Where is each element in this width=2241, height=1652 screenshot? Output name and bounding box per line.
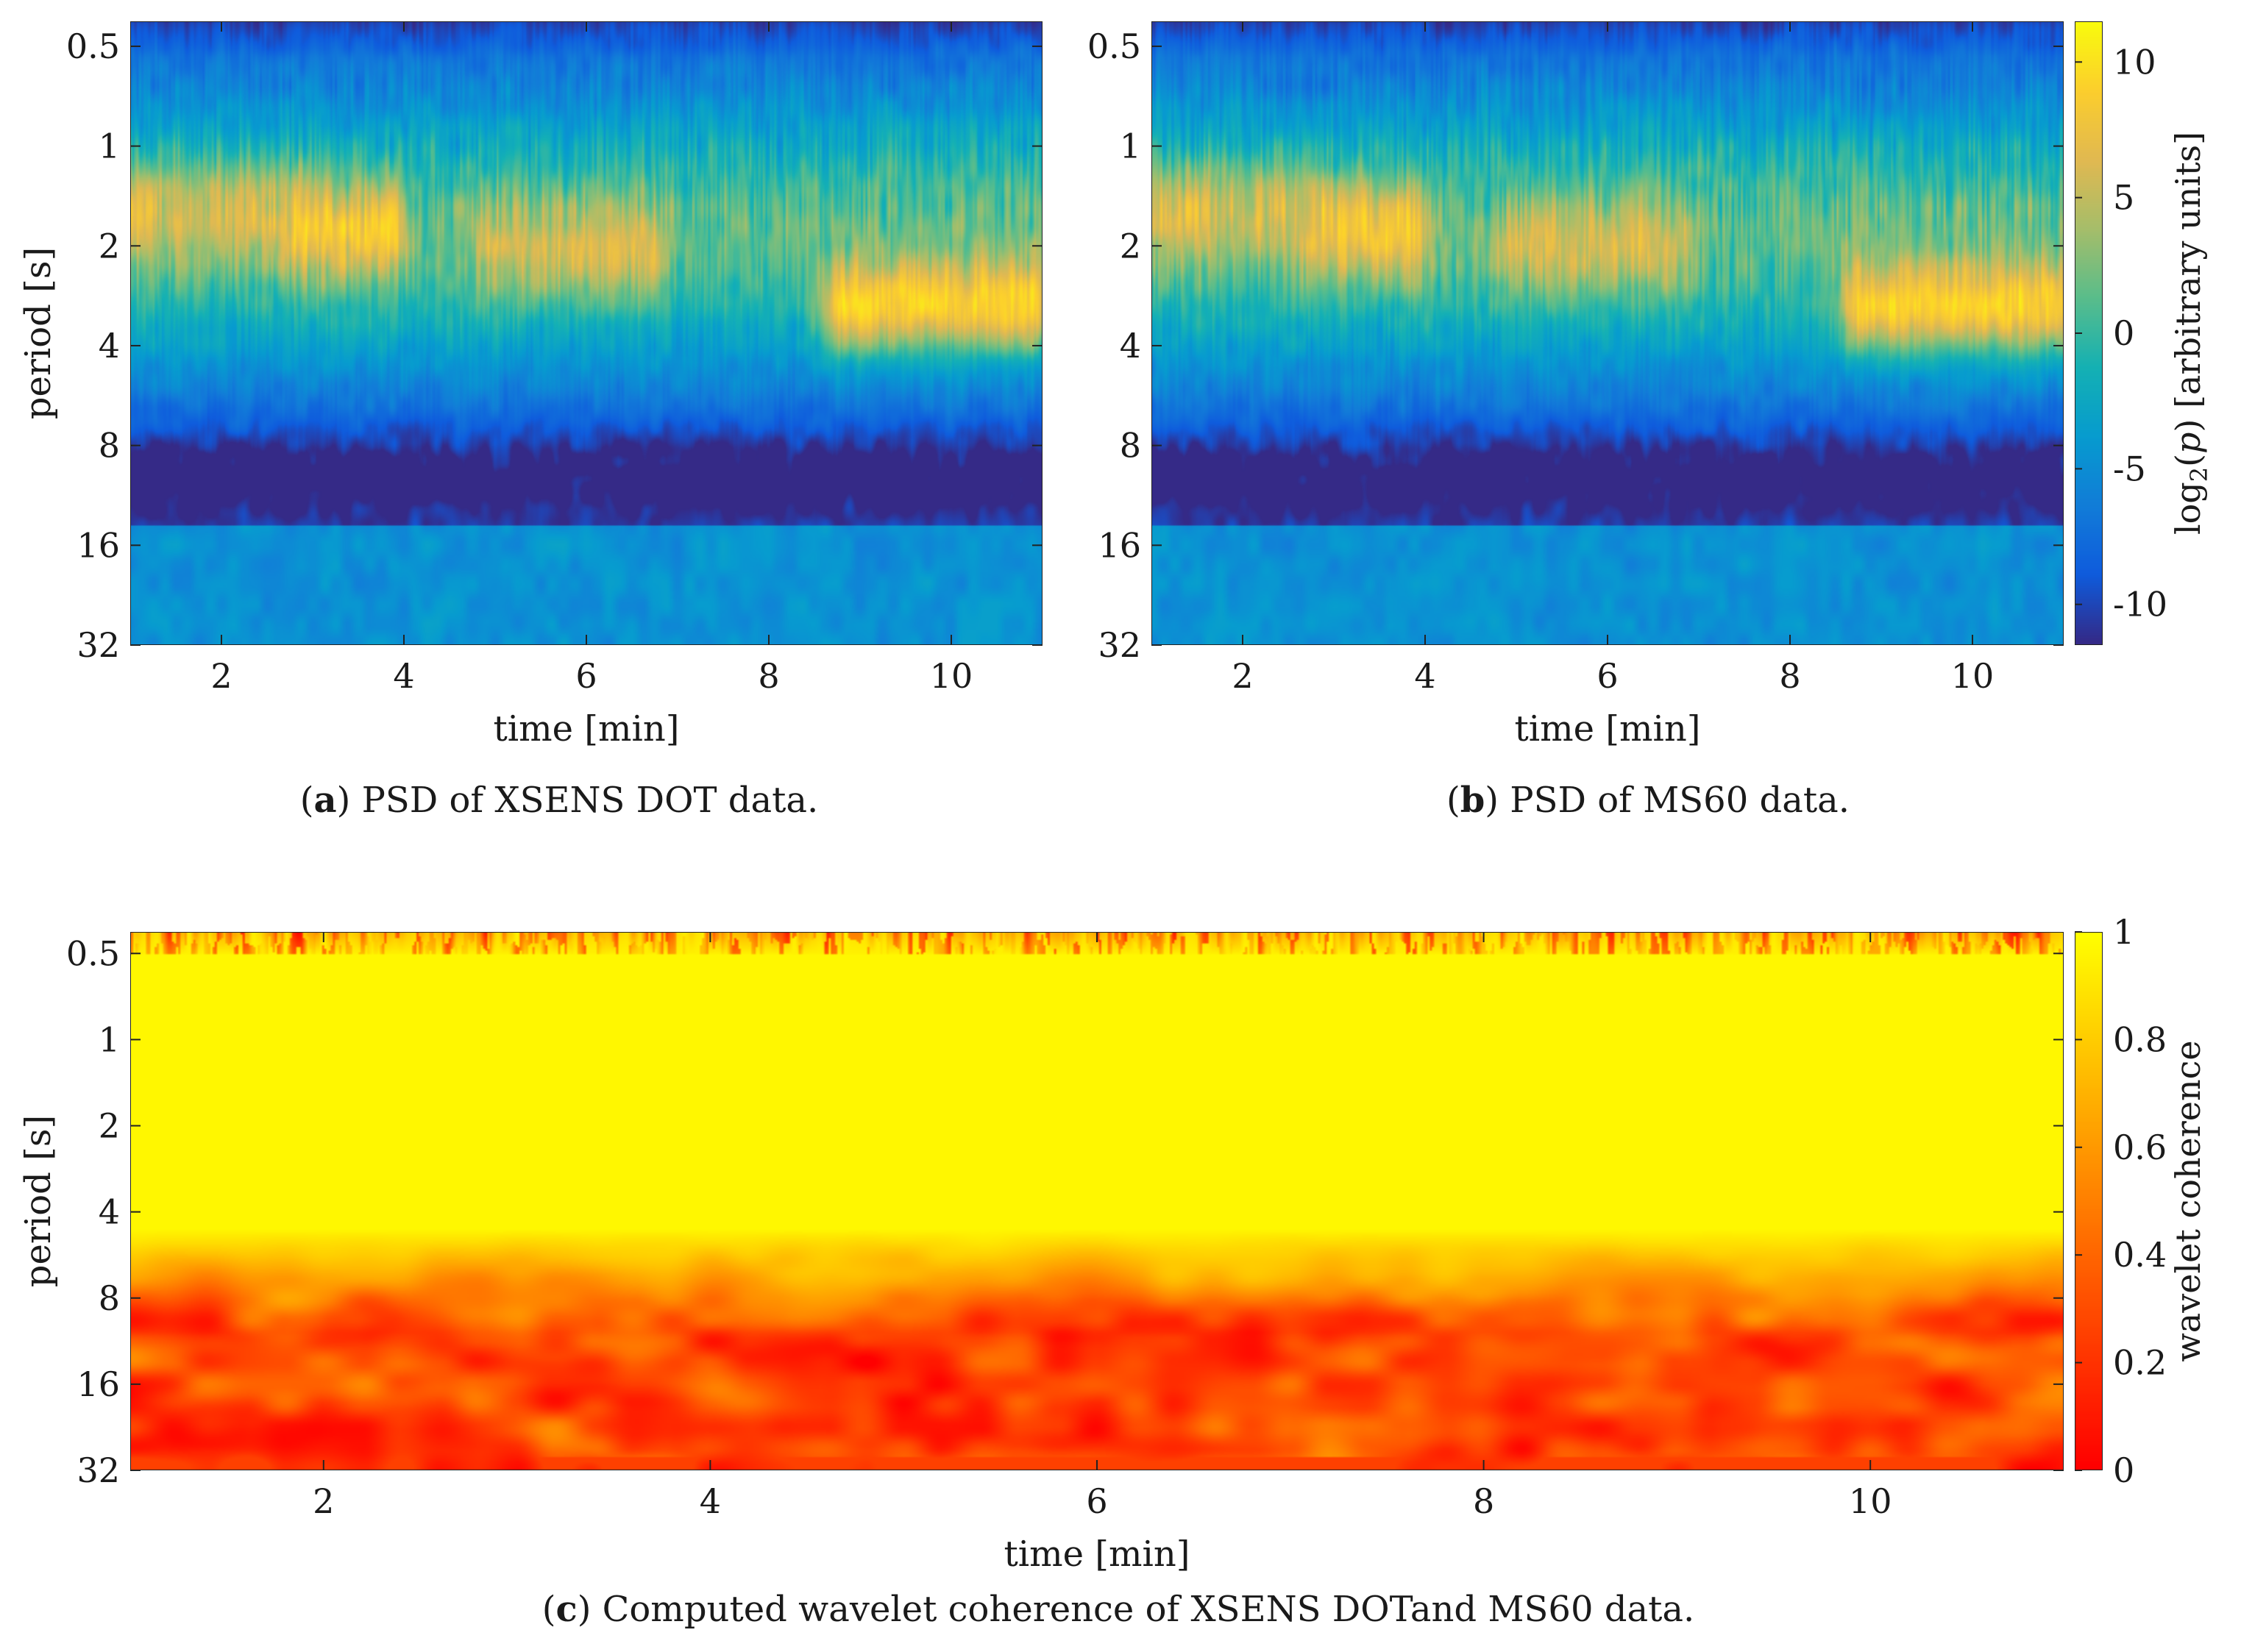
y-tick-label: 4 <box>99 1192 120 1232</box>
heatmap-psd-xsens <box>130 21 1043 645</box>
heatmap-psd-ms60 <box>1151 21 2064 645</box>
x-tick-label: 10 <box>1951 656 1995 696</box>
y-tick-label: 1 <box>1120 127 1141 166</box>
y-tick-label: 1 <box>99 127 120 166</box>
y-tick-label: 8 <box>1120 426 1141 466</box>
y-tick-label: 16 <box>77 1364 120 1404</box>
y-tick-label: 8 <box>99 426 120 466</box>
y-tick-label: 1 <box>99 1019 120 1059</box>
colorbar-tick-label: -10 <box>2113 585 2167 624</box>
y-tick-label: 16 <box>1098 525 1141 565</box>
x-tick-label: 4 <box>1414 656 1435 696</box>
colorbar-coherence <box>2075 932 2103 1470</box>
x-axis-label: time [min] <box>1004 1534 1190 1575</box>
heatmap-wavelet-coherence <box>130 932 2064 1470</box>
y-axis-label: period [s] <box>18 247 59 419</box>
y-tick-label: 32 <box>77 625 120 665</box>
x-axis-label: time [min] <box>1514 708 1700 750</box>
colorbar-tick-label: 0 <box>2113 1450 2134 1490</box>
caption-b: (b) PSD of MS60 data. <box>1446 780 1850 821</box>
colorbar-tick-label: 0.4 <box>2113 1235 2167 1275</box>
y-axis-label: period [s] <box>18 1115 59 1287</box>
colorbar-tick-label: 0 <box>2113 313 2134 353</box>
x-tick-label: 2 <box>1232 656 1253 696</box>
x-tick-label: 6 <box>575 656 597 696</box>
y-tick-label: 0.5 <box>66 933 120 973</box>
y-tick-label: 8 <box>99 1278 120 1318</box>
colorbar-tick-label: 0.2 <box>2113 1343 2167 1383</box>
caption-a: (a) PSD of XSENS DOT data. <box>299 780 819 821</box>
colorbar-tick-label: 1 <box>2113 912 2134 952</box>
y-tick-label: 4 <box>1120 326 1141 366</box>
x-tick-label: 4 <box>700 1481 721 1521</box>
y-tick-label: 0.5 <box>1087 26 1141 66</box>
colorbar-psd <box>2075 21 2103 645</box>
x-tick-label: 6 <box>1597 656 1618 696</box>
caption-c: (c) Computed wavelet coherence of XSENS … <box>541 1589 1695 1630</box>
x-tick-label: 8 <box>758 656 779 696</box>
colorbar-tick-label: 0.6 <box>2113 1128 2167 1167</box>
y-tick-label: 2 <box>1120 226 1141 266</box>
x-tick-label: 10 <box>930 656 973 696</box>
colorbar-tick-label: 5 <box>2113 178 2134 218</box>
x-tick-label: 8 <box>1473 1481 1494 1521</box>
y-tick-label: 2 <box>99 1106 120 1146</box>
colorbar-tick-label: 10 <box>2113 42 2156 82</box>
colorbar-tick-label: -5 <box>2113 449 2146 488</box>
x-tick-label: 10 <box>1849 1481 1892 1521</box>
x-axis-label: time [min] <box>493 708 679 750</box>
x-tick-label: 2 <box>313 1481 334 1521</box>
y-tick-label: 32 <box>77 1450 120 1490</box>
y-tick-label: 0.5 <box>66 26 120 66</box>
colorbar-label: log2(p) [arbitrary units] <box>2168 132 2213 535</box>
y-tick-label: 2 <box>99 226 120 266</box>
colorbar-label: wavelet coherence <box>2168 1040 2208 1361</box>
y-tick-label: 32 <box>1098 625 1141 665</box>
y-tick-label: 16 <box>77 525 120 565</box>
colorbar-tick-label: 0.8 <box>2113 1019 2167 1059</box>
x-tick-label: 6 <box>1086 1481 1107 1521</box>
y-tick-label: 4 <box>99 326 120 366</box>
x-tick-label: 4 <box>393 656 414 696</box>
x-tick-label: 8 <box>1779 656 1800 696</box>
x-tick-label: 2 <box>210 656 232 696</box>
